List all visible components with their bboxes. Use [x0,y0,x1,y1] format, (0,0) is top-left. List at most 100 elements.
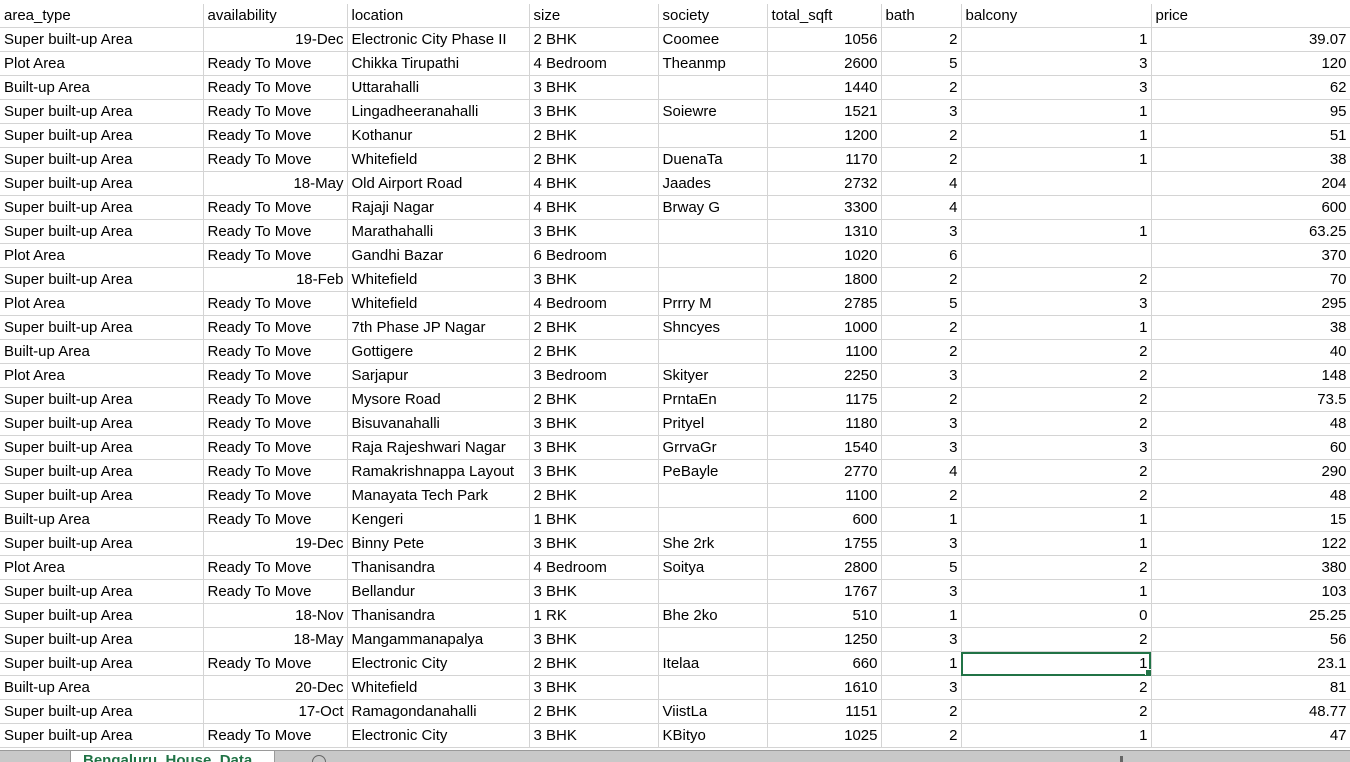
cell-balcony[interactable]: 1 [961,219,1152,244]
cell-total-sqft[interactable]: 1100 [767,483,882,508]
cell-size[interactable]: 2 BHK [529,147,659,172]
cell-price[interactable]: 370 [1151,243,1350,268]
cell-area-type[interactable]: Super built-up Area [0,627,204,652]
cell-total-sqft[interactable]: 1020 [767,243,882,268]
cell-bath[interactable]: 5 [881,555,962,580]
cell-location[interactable]: Whitefield [347,675,530,700]
cell-availability[interactable]: 18-Nov [203,603,348,628]
cell-location[interactable]: Ramakrishnappa Layout [347,459,530,484]
cell-availability[interactable]: 20-Dec [203,675,348,700]
cell-size[interactable]: 3 BHK [529,267,659,292]
header-cell-society[interactable]: society [658,4,768,28]
cell-size[interactable]: 4 Bedroom [529,555,659,580]
cell-bath[interactable]: 2 [881,339,962,364]
cell-bath[interactable]: 1 [881,603,962,628]
cell-society[interactable]: Shncyes [658,315,768,340]
cell-society[interactable] [658,219,768,244]
header-cell-area-type[interactable]: area_type [0,4,204,28]
cell-society[interactable]: Soitya [658,555,768,580]
cell-size[interactable]: 6 Bedroom [529,243,659,268]
cell-location[interactable]: Lingadheeranahalli [347,99,530,124]
cell-location[interactable]: Binny Pete [347,531,530,556]
cell-availability[interactable]: 19-Dec [203,531,348,556]
cell-location[interactable]: Electronic City [347,651,530,676]
cell-size[interactable]: 4 BHK [529,171,659,196]
cell-availability[interactable]: Ready To Move [203,147,348,172]
cell-society[interactable]: Jaades [658,171,768,196]
cell-balcony[interactable]: 2 [961,483,1152,508]
cell-balcony[interactable]: 1 [961,315,1152,340]
cell-size[interactable]: 1 RK [529,603,659,628]
cell-bath[interactable]: 6 [881,243,962,268]
cell-price[interactable]: 48 [1151,483,1350,508]
cell-availability[interactable]: Ready To Move [203,51,348,76]
cell-total-sqft[interactable]: 1610 [767,675,882,700]
cell-size[interactable]: 3 BHK [529,723,659,748]
cell-balcony[interactable]: 2 [961,267,1152,292]
cell-society[interactable] [658,339,768,364]
cell-availability[interactable]: Ready To Move [203,723,348,748]
cell-balcony[interactable]: 1 [961,531,1152,556]
cell-balcony[interactable] [961,243,1152,268]
cell-bath[interactable]: 2 [881,75,962,100]
cell-society[interactable] [658,627,768,652]
cell-area-type[interactable]: Super built-up Area [0,267,204,292]
cell-total-sqft[interactable]: 3300 [767,195,882,220]
cell-price[interactable]: 47 [1151,723,1350,748]
cell-size[interactable]: 3 BHK [529,675,659,700]
cell-total-sqft[interactable]: 2600 [767,51,882,76]
cell-society[interactable]: Itelaa [658,651,768,676]
cell-bath[interactable]: 3 [881,219,962,244]
cell-bath[interactable]: 5 [881,291,962,316]
cell-availability[interactable]: Ready To Move [203,555,348,580]
cell-total-sqft[interactable]: 1250 [767,627,882,652]
cell-society[interactable] [658,579,768,604]
cell-price[interactable]: 56 [1151,627,1350,652]
cell-price[interactable]: 600 [1151,195,1350,220]
cell-location[interactable]: Electronic City Phase II [347,27,530,52]
cell-area-type[interactable]: Super built-up Area [0,435,204,460]
cell-society[interactable]: PrntaEn [658,387,768,412]
cell-total-sqft[interactable]: 1170 [767,147,882,172]
cell-location[interactable]: Thanisandra [347,603,530,628]
cell-balcony[interactable]: 0 [961,603,1152,628]
cell-availability[interactable]: Ready To Move [203,291,348,316]
cell-availability[interactable]: Ready To Move [203,243,348,268]
cell-size[interactable]: 3 BHK [529,435,659,460]
cell-bath[interactable]: 4 [881,195,962,220]
cell-price[interactable]: 39.07 [1151,27,1350,52]
cell-location[interactable]: Electronic City [347,723,530,748]
cell-location[interactable]: Kothanur [347,123,530,148]
cell-area-type[interactable]: Super built-up Area [0,651,204,676]
cell-total-sqft[interactable]: 1310 [767,219,882,244]
cell-size[interactable]: 3 BHK [529,579,659,604]
cell-total-sqft[interactable]: 1440 [767,75,882,100]
cell-price[interactable]: 70 [1151,267,1350,292]
cell-society[interactable]: DuenaTa [658,147,768,172]
cell-society[interactable]: Brway G [658,195,768,220]
cell-society[interactable] [658,267,768,292]
cell-price[interactable]: 122 [1151,531,1350,556]
cell-total-sqft[interactable]: 1175 [767,387,882,412]
cell-balcony[interactable]: 2 [961,555,1152,580]
cell-bath[interactable]: 2 [881,315,962,340]
cell-availability[interactable]: Ready To Move [203,195,348,220]
cell-price[interactable]: 63.25 [1151,219,1350,244]
cell-area-type[interactable]: Super built-up Area [0,603,204,628]
cell-bath[interactable]: 3 [881,99,962,124]
cell-total-sqft[interactable]: 660 [767,651,882,676]
cell-bath[interactable]: 3 [881,627,962,652]
cell-availability[interactable]: Ready To Move [203,411,348,436]
cell-price[interactable]: 148 [1151,363,1350,388]
cell-price[interactable]: 295 [1151,291,1350,316]
cell-balcony[interactable]: 2 [961,387,1152,412]
cell-total-sqft[interactable]: 1056 [767,27,882,52]
cell-location[interactable]: 7th Phase JP Nagar [347,315,530,340]
cell-location[interactable]: Mangammanapalya [347,627,530,652]
cell-society[interactable] [658,123,768,148]
sheet-tab-bengaluru-house-data[interactable]: Bengaluru_House_Data [70,751,275,762]
cell-size[interactable]: 2 BHK [529,123,659,148]
cell-location[interactable]: Ramagondanahalli [347,699,530,724]
cell-size[interactable]: 3 BHK [529,75,659,100]
cell-area-type[interactable]: Super built-up Area [0,171,204,196]
